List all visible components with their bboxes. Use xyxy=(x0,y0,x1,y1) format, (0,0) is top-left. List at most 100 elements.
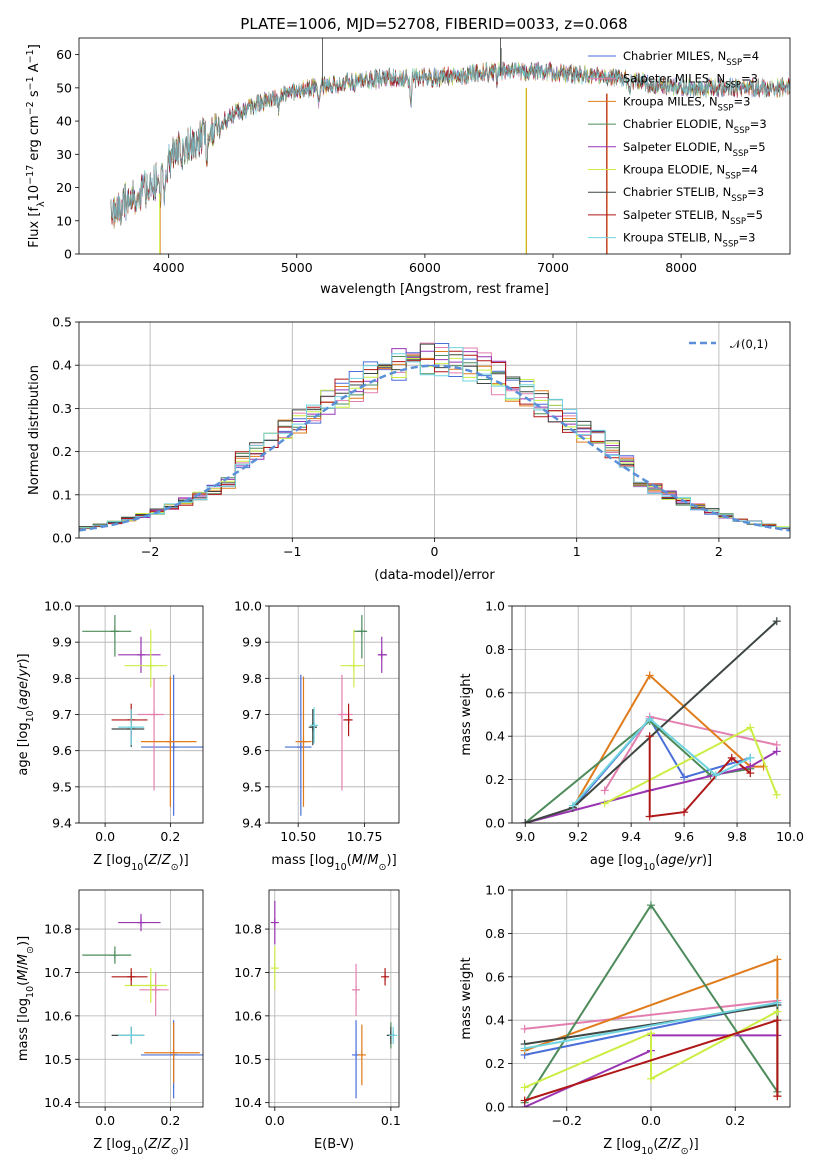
label-part: Z xyxy=(147,1137,158,1152)
legend-label-text: Chabrier STELIB, N xyxy=(623,185,731,199)
errorbar-point-3 xyxy=(82,615,132,657)
label-part: )] xyxy=(702,853,712,868)
label-part: Z xyxy=(161,1137,172,1152)
label-part: Z xyxy=(657,1137,668,1152)
weight-series-8 xyxy=(572,717,751,807)
plot-area-mass_vs_Z xyxy=(82,913,203,1099)
x-tick-label: 9.2 xyxy=(568,829,588,844)
legend-label-text: Chabrier ELODIE, N xyxy=(623,117,734,131)
x-tick-label: 0.2 xyxy=(160,1113,180,1128)
x-axis-label: mass [log10(M/M⊙)] xyxy=(271,853,396,873)
errorbar-point-5 xyxy=(270,946,279,990)
y-tick-label: 9.8 xyxy=(52,671,72,686)
legend-label-count: =5 xyxy=(749,140,766,154)
errorbar-point-2 xyxy=(144,1022,200,1084)
y-tick-label: 9.9 xyxy=(242,635,262,650)
legend-label-text: Salpeter MILES, N xyxy=(623,72,725,86)
legend-label-sub: SSP xyxy=(725,81,741,91)
legend-label-3: Chabrier ELODIE, NSSP=3 xyxy=(623,117,767,136)
legend-label-1: Salpeter MILES, NSSP=3 xyxy=(623,72,758,91)
y-tick-label: 9.4 xyxy=(242,816,262,831)
y-tick-label: 60 xyxy=(56,47,72,62)
legend-label-7: Salpeter STELIB, NSSP=5 xyxy=(623,208,763,227)
errorbar-point-7 xyxy=(111,968,148,986)
errorbar-point-5 xyxy=(340,629,365,688)
y-tick-label: 9.5 xyxy=(242,779,262,794)
x-tick-label: −0.2 xyxy=(552,1113,582,1128)
y-tick-label: 10.8 xyxy=(44,922,72,937)
legend-label-sub: SSP xyxy=(731,194,747,204)
axes-frame xyxy=(268,889,400,1108)
legend-label-text: Kroupa ELODIE, N xyxy=(623,163,725,177)
x-tick-label: 10.50 xyxy=(280,829,316,844)
y-tick-label: 0.1 xyxy=(52,487,72,502)
weight-series-6 xyxy=(524,1004,778,1046)
x-axis-label: E(B-V) xyxy=(314,1137,354,1152)
legend-label-count: =3 xyxy=(733,94,750,108)
x-axis-label: Z [log10(Z/Z⊙)] xyxy=(93,853,188,873)
label-part: / xyxy=(685,853,690,868)
legend-label-8: Kroupa STELIB, NSSP=3 xyxy=(623,231,755,250)
y-axis-label: mass [log10(M/M⊙)] xyxy=(16,936,36,1061)
y-tick-label: 0.4 xyxy=(485,729,505,744)
legend-label-text: Kroupa MILES, N xyxy=(623,94,718,108)
y-tick-label: 0.0 xyxy=(485,816,505,831)
figure-title: PLATE=1006, MJD=52708, FIBERID=0033, z=0… xyxy=(240,15,627,33)
label-part: ⊙ xyxy=(171,1146,179,1157)
label-part: ( xyxy=(143,1137,148,1152)
plot-area-massweight_vs_Z xyxy=(520,901,782,1107)
y-tick-label: 9.4 xyxy=(52,816,72,831)
y-tick-label: 0.5 xyxy=(52,315,72,330)
x-axis-label: age [log10(age/yr)] xyxy=(590,853,712,873)
y-tick-label: 10.0 xyxy=(234,599,262,614)
errorbar-point-4 xyxy=(270,900,279,945)
label-part: −1 xyxy=(25,76,36,90)
panel-residuals: −2 −1 0 1 2 0.0 0.1 0.2 0.3 0.4 0.5 (data-model)/er… xyxy=(27,315,791,583)
y-tick-label: 10.4 xyxy=(234,1095,262,1110)
y-tick-label: 9.6 xyxy=(52,743,72,758)
legend-label-count: =3 xyxy=(741,72,758,86)
legend-label-text: Kroupa STELIB, N xyxy=(623,231,723,245)
legend-label-text: Salpeter ELODIE, N xyxy=(623,140,733,154)
y-tick-label: 10 xyxy=(56,213,72,228)
errorbar-point-7 xyxy=(343,703,353,737)
errorbar-point-8 xyxy=(389,1026,398,1045)
y-tick-label: 0.6 xyxy=(485,685,505,700)
errorbar-point-8 xyxy=(118,709,145,746)
label-part: erg cm xyxy=(27,115,42,164)
y-tick-label: 30 xyxy=(56,147,72,162)
label-part: ( xyxy=(653,1137,658,1152)
label-part: Z xyxy=(147,853,158,868)
y-tick-label: 0.8 xyxy=(485,926,505,941)
errorbar-point-5 xyxy=(124,629,168,688)
label-part: Z xyxy=(161,853,172,868)
label-part: 10 xyxy=(643,862,655,873)
x-axis-label: wavelength [Angstrom, rest frame] xyxy=(320,282,549,297)
y-tick-label: 10.5 xyxy=(44,1052,72,1067)
normal-reference-curve xyxy=(79,364,790,532)
errorbar-point-2 xyxy=(141,676,197,807)
x-tick-label: 0.0 xyxy=(641,1113,661,1128)
errorbar-point-6 xyxy=(308,709,317,746)
label-part: )] xyxy=(179,853,189,868)
errorbar-point-4 xyxy=(118,636,161,673)
x-tick-label: 9.6 xyxy=(674,829,694,844)
label-part: 10 xyxy=(25,710,36,722)
y-tick-label: 9.5 xyxy=(52,779,72,794)
x-axis-label: Z [log10(Z/Z⊙)] xyxy=(93,1137,188,1157)
x-tick-label: 1 xyxy=(573,544,581,559)
label-part: ( xyxy=(655,853,660,868)
plot-area-spectrum xyxy=(110,38,790,254)
x-tick-label: 0.0 xyxy=(95,829,115,844)
label-part: / xyxy=(16,676,31,681)
legend-label-sub: SSP xyxy=(733,149,749,159)
y-tick-label: 40 xyxy=(56,114,72,129)
label-part: mass [log xyxy=(16,998,31,1061)
errorbar-point-8 xyxy=(310,707,319,744)
errorbar-point-1 xyxy=(139,972,169,1016)
x-tick-label: 0 xyxy=(431,544,439,559)
label-part: / xyxy=(157,1137,162,1152)
label-part: ( xyxy=(16,705,31,710)
x-axis-label: Z [log10(Z/Z⊙)] xyxy=(603,1137,698,1157)
